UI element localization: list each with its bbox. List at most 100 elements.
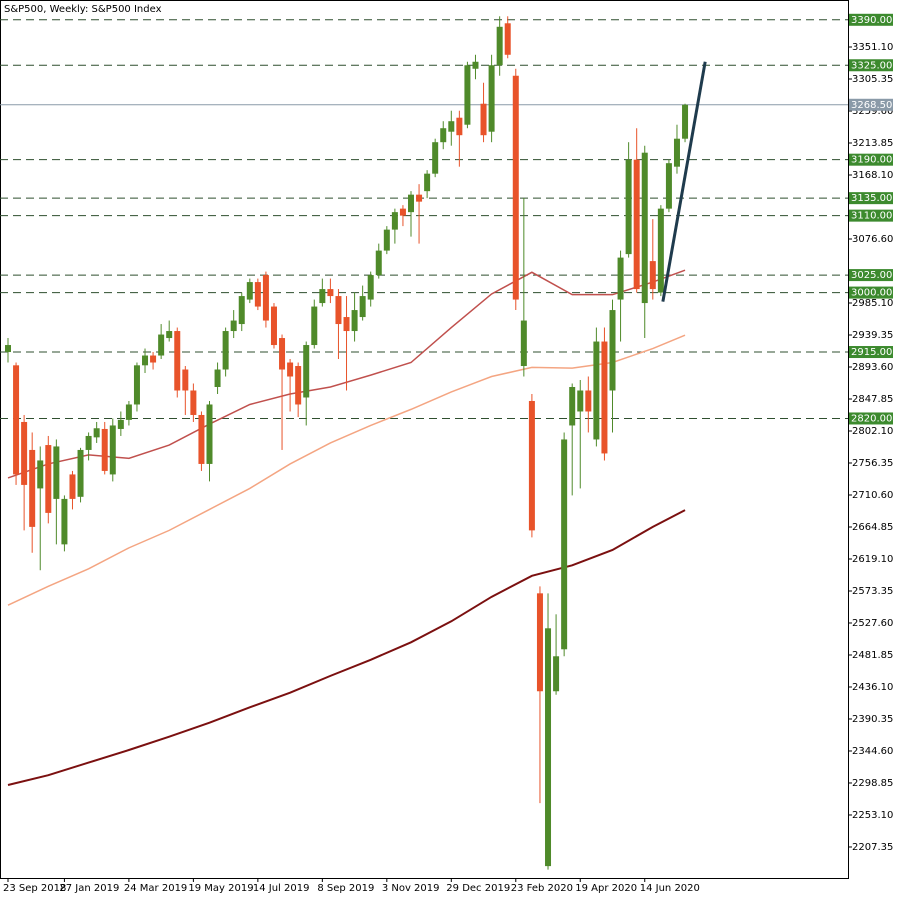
level-box — [849, 13, 893, 26]
level-box — [849, 153, 893, 166]
candle-body — [472, 61, 479, 69]
candle-body — [601, 341, 608, 454]
level-label: 3110.00 — [851, 211, 892, 222]
candle-body — [673, 138, 680, 167]
candle-body — [133, 365, 140, 405]
candle-body — [528, 400, 535, 531]
y-tick-label: 2619.10 — [852, 554, 893, 565]
candle-body — [279, 338, 286, 370]
candle-body — [399, 208, 406, 216]
x-tick-label: 23 Sep 2018 — [3, 883, 66, 894]
y-tick-label: 2985.10 — [852, 298, 893, 309]
x-tick-label: 23 Feb 2020 — [511, 883, 573, 894]
candle-body — [649, 261, 656, 290]
candle-body — [101, 428, 108, 471]
moving-average — [7, 269, 686, 479]
x-tick-label: 29 Dec 2019 — [446, 883, 510, 894]
candle-body — [295, 366, 302, 405]
candle-body — [633, 159, 640, 290]
x-tick-label: 14 Jun 2020 — [640, 883, 700, 894]
candle-body — [77, 449, 84, 497]
plot-frame — [0, 0, 849, 879]
candle-body — [61, 498, 68, 545]
candle-body — [335, 296, 342, 325]
candle-body — [665, 163, 672, 209]
y-tick-label: 3351.10 — [852, 42, 893, 53]
candle-body — [303, 345, 310, 398]
candle-body — [408, 194, 414, 213]
y-tick-label: 2344.60 — [852, 746, 893, 757]
y-tick-label: 2573.35 — [852, 586, 893, 597]
level-label: 2915.00 — [851, 347, 892, 358]
x-tick-label: 24 Mar 2019 — [124, 883, 187, 894]
x-tick-label: 19 May 2019 — [188, 883, 253, 894]
level-label: 3135.00 — [851, 193, 892, 204]
y-tick-label: 2802.10 — [852, 426, 893, 437]
candle-body — [287, 362, 294, 377]
moving-average — [7, 334, 686, 606]
x-tick-label: 19 Apr 2020 — [575, 883, 637, 894]
level-label: 2820.00 — [851, 413, 892, 424]
current-price-label: 3268.50 — [851, 100, 892, 111]
y-tick-label: 2298.85 — [852, 778, 893, 789]
level-box — [849, 59, 893, 72]
candle-body — [682, 104, 689, 139]
y-tick-label: 2481.85 — [852, 650, 893, 661]
candle-body — [512, 75, 519, 300]
candle-body — [37, 460, 44, 489]
candle-body — [367, 275, 374, 300]
x-tick-label: 8 Sep 2019 — [317, 883, 374, 894]
candle-body — [230, 320, 237, 332]
candle-body — [480, 103, 487, 136]
candle-body — [561, 439, 568, 650]
candle-body — [109, 425, 116, 475]
candle-body — [166, 331, 173, 339]
level-box — [849, 412, 893, 425]
level-label: 3325.00 — [851, 60, 892, 71]
candle-body — [569, 386, 576, 426]
candle-body — [440, 128, 447, 143]
y-tick-label: 2939.35 — [852, 330, 893, 341]
candle-body — [617, 257, 624, 300]
candle-body — [625, 159, 632, 255]
candle-body — [29, 449, 36, 527]
candle-body — [246, 282, 253, 300]
candle-body — [117, 419, 124, 429]
candle-body — [21, 421, 28, 485]
candle-body — [238, 296, 245, 325]
candle-body — [343, 317, 350, 332]
moving-average — [7, 509, 686, 786]
candle-body — [577, 390, 584, 412]
y-tick-label: 3259.60 — [852, 106, 893, 117]
y-tick-label: 3213.85 — [852, 138, 893, 149]
candle-body — [375, 250, 382, 276]
level-box — [849, 346, 893, 359]
candle-body — [585, 390, 592, 412]
candle-body — [69, 474, 76, 499]
level-box — [849, 286, 893, 299]
y-tick-label: 2710.60 — [852, 490, 893, 501]
level-box — [849, 209, 893, 222]
candle-body — [351, 310, 358, 332]
candle-body — [125, 404, 132, 420]
candle-body — [93, 428, 100, 438]
candle-body — [657, 208, 664, 293]
trendline — [661, 61, 707, 302]
chart-title: S&P500, Weekly: S&P500 Index — [4, 4, 162, 15]
level-label: 3190.00 — [851, 155, 892, 166]
candle-body — [432, 142, 439, 174]
y-tick-label: 2207.35 — [852, 842, 893, 853]
y-tick-label: 2756.35 — [852, 458, 893, 469]
level-box — [849, 269, 893, 282]
candle-body — [158, 334, 165, 356]
candle-body — [5, 345, 11, 353]
candle-body — [190, 390, 197, 415]
candle-body — [359, 296, 366, 318]
candle-body — [456, 117, 463, 136]
candle-body — [174, 331, 181, 391]
candle-body — [206, 404, 213, 464]
candle-body — [327, 289, 334, 297]
candle-body — [182, 369, 189, 391]
